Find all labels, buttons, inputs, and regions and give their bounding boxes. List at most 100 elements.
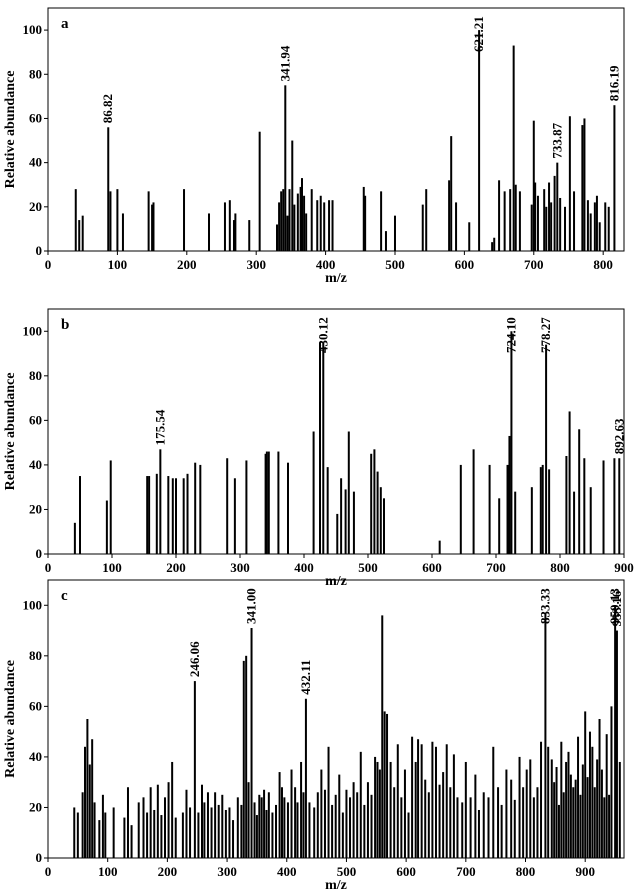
spectrum-bar [322, 342, 325, 554]
spectrum-bar [488, 464, 491, 554]
spectrum-bar [431, 741, 434, 858]
y-tick-label: 20 [29, 799, 42, 814]
spectrum-bar [323, 789, 326, 858]
spectrum-bar [370, 794, 373, 858]
x-tick-label: 500 [337, 864, 357, 879]
spectrum-bar [104, 812, 107, 858]
spectrum-bar [461, 802, 464, 858]
spectrum-bar [260, 797, 263, 858]
spectrum-bar [468, 222, 471, 251]
x-tick-label: 400 [294, 560, 314, 575]
spectrum-bar [512, 45, 515, 251]
spectrum-bar [608, 794, 611, 858]
spectrum-bar [214, 792, 217, 858]
spectrum-bar [595, 195, 598, 251]
spectrum-bar [414, 761, 417, 858]
spectrum-bar [148, 476, 151, 554]
spectrum-bar [291, 140, 294, 251]
spectrum-bar [352, 491, 355, 554]
peak-label: 432.11 [298, 660, 313, 695]
spectrum-bar [146, 812, 149, 858]
spectrum-bar [497, 787, 500, 858]
spectrum-bar [340, 478, 343, 554]
spectrum-bar [445, 744, 448, 858]
spectrum-bar [417, 739, 420, 858]
spectrum-bar [250, 628, 253, 858]
x-tick-label: 700 [524, 257, 544, 272]
spectrum-bar [540, 741, 543, 858]
spectrum-bar [603, 797, 606, 858]
y-tick-label: 80 [29, 368, 42, 383]
peak-label: 341.94 [277, 45, 292, 81]
spectrum-bar [258, 794, 261, 858]
spectrum-bar [163, 797, 166, 858]
spectrum-bar [282, 189, 285, 251]
spectrum-bar [352, 782, 355, 858]
y-tick-label: 0 [36, 243, 43, 258]
spectrum-bar [203, 802, 206, 858]
spectrum-bar [548, 469, 551, 554]
spectrum-bar [189, 807, 192, 858]
spectrum-bar [539, 467, 542, 554]
spectrum-bar [509, 189, 512, 251]
spectrum-bar [598, 222, 601, 251]
spectrum-bar [152, 202, 155, 251]
spectrum-bar [449, 787, 452, 858]
spectrum-bar [379, 487, 382, 554]
spectrum-bar [296, 802, 299, 858]
spectrum-bar [421, 204, 424, 251]
peak-label: 833.33 [537, 588, 552, 624]
spectrum-bar [247, 782, 250, 858]
spectrum-bar [182, 478, 185, 554]
spectrum-bar [591, 746, 594, 858]
spectrum-bar [280, 787, 283, 858]
spectrum-bar [455, 202, 458, 251]
spectrum-bar [206, 792, 209, 858]
x-tick-label: 0 [45, 560, 52, 575]
x-tick-label: 300 [217, 864, 237, 879]
spectrum-bar [265, 809, 268, 858]
spectrum-bar [271, 812, 274, 858]
spectrum-bar [267, 792, 270, 858]
spectrum-bar [370, 453, 373, 554]
x-tick-label: 200 [166, 560, 186, 575]
spectrum-bar [232, 220, 235, 251]
spectrum-bar [584, 711, 587, 858]
x-axis-label: m/z [325, 574, 347, 589]
spectrum-bar [602, 460, 605, 554]
spectrum-bar [581, 125, 584, 251]
spectrum-bar [86, 719, 89, 858]
spectrum-bar [493, 237, 496, 251]
spectrum-bar [146, 476, 149, 554]
spectrum-bar [286, 215, 289, 251]
spectrum-bar [362, 186, 365, 251]
spectrum-bar [593, 202, 596, 251]
spectrum-bar [589, 487, 592, 554]
spectrum-bar [109, 460, 112, 554]
spectrum-bar [149, 787, 152, 858]
spectrum-bar [547, 746, 550, 858]
spectrum-bar [506, 464, 509, 554]
spectrum-bar [356, 792, 359, 858]
spectrum-bar [284, 85, 287, 252]
peak-label: 778.27 [538, 317, 553, 353]
spectrum-bar [374, 756, 377, 858]
spectrum-bar [474, 774, 477, 858]
x-tick-label: 0 [45, 257, 52, 272]
spectrum-bar [327, 746, 330, 858]
spectrum-bar [224, 809, 227, 858]
spectrum-bar [498, 498, 501, 554]
x-tick-label: 900 [575, 864, 595, 879]
spectrum-bar [153, 809, 156, 858]
y-tick-label: 100 [23, 323, 43, 338]
spectrum-bar [93, 802, 96, 858]
spectrum-bar [304, 698, 307, 858]
spectrum-bar [323, 202, 326, 251]
x-tick-label: 300 [246, 257, 266, 272]
spectrum-bar [438, 540, 441, 554]
spectrum-bar [613, 105, 616, 251]
spectrum-bar [508, 435, 511, 554]
spectrum-bar [530, 204, 533, 251]
spectrum-bar [510, 331, 513, 554]
y-axis-label: Relative abundance [3, 71, 18, 189]
